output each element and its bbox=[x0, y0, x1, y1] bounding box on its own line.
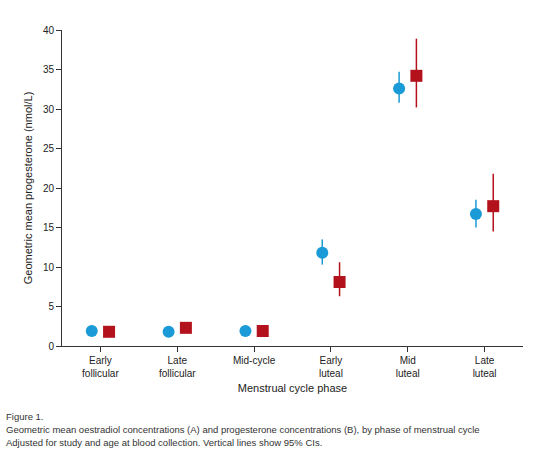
svg-text:0: 0 bbox=[48, 341, 54, 352]
svg-text:Mid-cycle: Mid-cycle bbox=[233, 355, 276, 366]
html-text:Figure 1.: Figure 1. bbox=[6, 411, 44, 422]
svg-text:B: B bbox=[18, 0, 27, 3]
svg-text:5: 5 bbox=[48, 301, 54, 312]
svg-text:Menstrual cycle phase: Menstrual cycle phase bbox=[238, 382, 347, 394]
svg-text:Geometric mean progesterone (n: Geometric mean progesterone (nmol/L) bbox=[22, 92, 34, 285]
svg-text:Latefollicular: Latefollicular bbox=[159, 355, 196, 379]
svg-text:30: 30 bbox=[43, 104, 55, 115]
svg-text:Earlyfollicular: Earlyfollicular bbox=[82, 355, 119, 379]
svg-text:25: 25 bbox=[43, 143, 55, 154]
svg-text:40: 40 bbox=[43, 25, 55, 36]
svg-text:Lateluteal: Lateluteal bbox=[473, 355, 497, 379]
svg-text:10: 10 bbox=[43, 262, 55, 273]
svg-text:15: 15 bbox=[43, 222, 55, 233]
svg-text:20: 20 bbox=[43, 183, 55, 194]
html-text:Geometric mean oestradiol conc: Geometric mean oestradiol concentrations… bbox=[6, 424, 480, 435]
svg-text:Earlyluteal: Earlyluteal bbox=[319, 355, 343, 379]
svg-text:Midluteal: Midluteal bbox=[396, 355, 420, 379]
svg-text:35: 35 bbox=[43, 64, 55, 75]
html-text:Adjusted for study and age at: Adjusted for study and age at blood coll… bbox=[6, 437, 323, 448]
